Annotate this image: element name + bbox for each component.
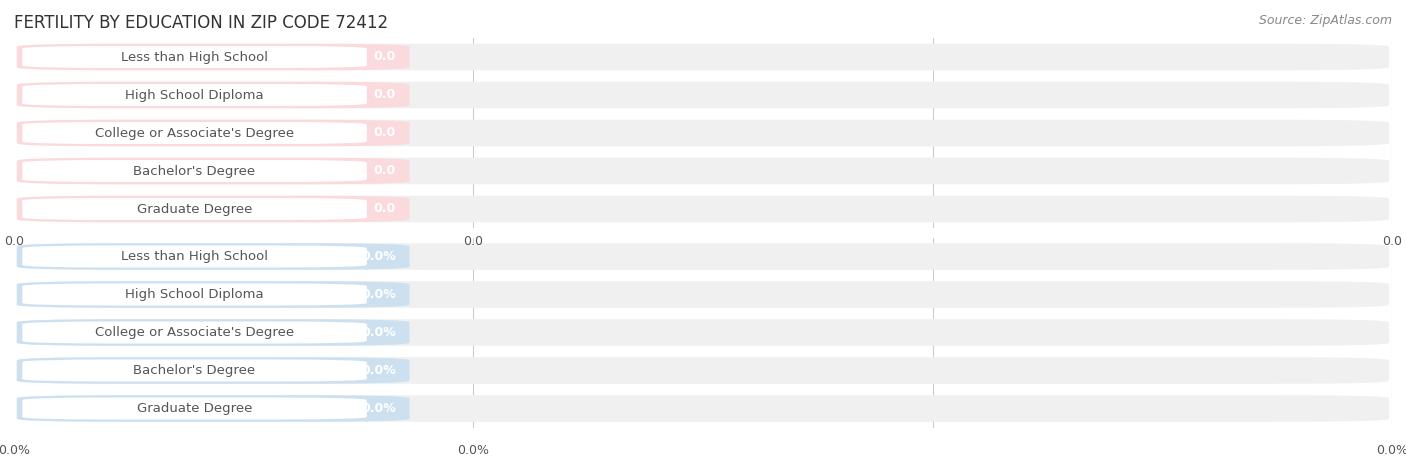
- Text: Bachelor's Degree: Bachelor's Degree: [134, 364, 256, 377]
- Text: 0.0%: 0.0%: [361, 250, 395, 263]
- FancyBboxPatch shape: [17, 196, 409, 222]
- Text: 0.0: 0.0: [374, 202, 395, 216]
- FancyBboxPatch shape: [22, 46, 367, 68]
- FancyBboxPatch shape: [22, 398, 367, 419]
- Text: 0.0: 0.0: [1382, 235, 1402, 248]
- FancyBboxPatch shape: [22, 360, 367, 381]
- Text: FERTILITY BY EDUCATION IN ZIP CODE 72412: FERTILITY BY EDUCATION IN ZIP CODE 72412: [14, 14, 388, 32]
- Text: Graduate Degree: Graduate Degree: [136, 402, 252, 415]
- FancyBboxPatch shape: [17, 196, 1389, 222]
- Text: 0.0: 0.0: [374, 126, 395, 140]
- Text: 0.0: 0.0: [374, 50, 395, 64]
- FancyBboxPatch shape: [17, 44, 409, 70]
- FancyBboxPatch shape: [17, 120, 409, 146]
- FancyBboxPatch shape: [17, 319, 1389, 346]
- Text: High School Diploma: High School Diploma: [125, 288, 264, 301]
- FancyBboxPatch shape: [17, 281, 409, 308]
- FancyBboxPatch shape: [22, 198, 367, 220]
- FancyBboxPatch shape: [17, 82, 1389, 108]
- Text: 0.0%: 0.0%: [361, 288, 395, 301]
- FancyBboxPatch shape: [17, 395, 409, 422]
- FancyBboxPatch shape: [17, 243, 409, 270]
- FancyBboxPatch shape: [17, 243, 1389, 270]
- Text: Bachelor's Degree: Bachelor's Degree: [134, 164, 256, 178]
- Text: 0.0: 0.0: [374, 164, 395, 178]
- Text: 0.0%: 0.0%: [457, 444, 489, 457]
- FancyBboxPatch shape: [22, 84, 367, 106]
- Text: 0.0: 0.0: [464, 235, 484, 248]
- Text: College or Associate's Degree: College or Associate's Degree: [96, 326, 294, 339]
- Text: Less than High School: Less than High School: [121, 250, 269, 263]
- FancyBboxPatch shape: [17, 319, 409, 346]
- FancyBboxPatch shape: [17, 357, 409, 384]
- FancyBboxPatch shape: [22, 160, 367, 182]
- FancyBboxPatch shape: [22, 322, 367, 343]
- FancyBboxPatch shape: [17, 44, 1389, 70]
- Text: 0.0%: 0.0%: [361, 364, 395, 377]
- FancyBboxPatch shape: [17, 158, 1389, 184]
- Text: Graduate Degree: Graduate Degree: [136, 202, 252, 216]
- FancyBboxPatch shape: [17, 158, 409, 184]
- FancyBboxPatch shape: [17, 82, 409, 108]
- Text: Source: ZipAtlas.com: Source: ZipAtlas.com: [1258, 14, 1392, 27]
- Text: Less than High School: Less than High School: [121, 50, 269, 64]
- FancyBboxPatch shape: [22, 284, 367, 305]
- FancyBboxPatch shape: [17, 281, 1389, 308]
- Text: 0.0%: 0.0%: [361, 402, 395, 415]
- Text: 0.0%: 0.0%: [0, 444, 30, 457]
- FancyBboxPatch shape: [22, 122, 367, 144]
- Text: 0.0: 0.0: [4, 235, 24, 248]
- FancyBboxPatch shape: [17, 120, 1389, 146]
- Text: 0.0%: 0.0%: [1376, 444, 1406, 457]
- FancyBboxPatch shape: [17, 357, 1389, 384]
- Text: 0.0%: 0.0%: [361, 326, 395, 339]
- Text: 0.0: 0.0: [374, 88, 395, 102]
- Text: High School Diploma: High School Diploma: [125, 88, 264, 102]
- FancyBboxPatch shape: [22, 246, 367, 267]
- Text: College or Associate's Degree: College or Associate's Degree: [96, 126, 294, 140]
- FancyBboxPatch shape: [17, 395, 1389, 422]
